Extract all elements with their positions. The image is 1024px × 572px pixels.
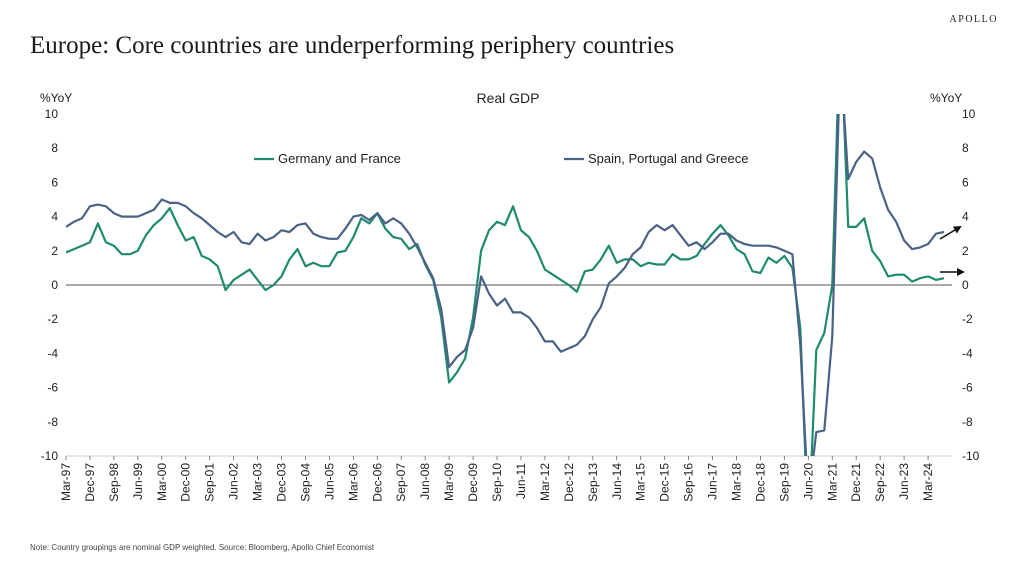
x-tick-label: Sep-04 <box>298 463 312 502</box>
y-tick-left: -4 <box>47 346 58 360</box>
x-tick-label: Sep-13 <box>586 463 600 502</box>
x-tick-label: Dec-03 <box>275 463 289 502</box>
y-tick-right: 0 <box>962 278 969 292</box>
page-title: Europe: Core countries are underperformi… <box>30 32 675 59</box>
x-tick-label: Dec-18 <box>753 463 767 502</box>
annotations <box>939 225 965 276</box>
x-tick-label: Sep-10 <box>490 463 504 502</box>
legend-label-0: Germany and France <box>278 151 401 166</box>
x-tick-label: Dec-15 <box>658 463 672 502</box>
y-axis-label-right: %YoY <box>930 91 962 105</box>
legend: Germany and France Spain, Portugal and Gr… <box>254 151 748 166</box>
y-tick-right: 10 <box>962 107 976 121</box>
y-tick-left: -2 <box>47 312 58 326</box>
x-tick-label: Mar-21 <box>825 463 839 501</box>
x-tick-label: Sep-98 <box>107 463 121 502</box>
x-tick-label: Mar-03 <box>251 463 265 501</box>
x-tick-label: Sep-16 <box>682 463 696 502</box>
y-tick-left: 10 <box>45 107 59 121</box>
x-tick-label: Jun-05 <box>322 463 336 500</box>
brand-logo: APOLLO <box>949 14 998 25</box>
y-tick-right: 4 <box>962 210 969 224</box>
chart-title: Real GDP <box>476 90 539 106</box>
x-tick-label: Mar-97 <box>59 463 73 501</box>
y-tick-right: -4 <box>962 346 973 360</box>
y-tick-right: 6 <box>962 175 969 189</box>
x-tick-label: Mar-06 <box>346 463 360 501</box>
y-tick-left: 8 <box>51 141 58 155</box>
y-tick-left: 2 <box>51 244 58 258</box>
x-tick-label: Dec-06 <box>370 463 384 502</box>
y-tick-left: 6 <box>51 175 58 189</box>
y-tick-left: 4 <box>51 210 58 224</box>
x-tick-label: Dec-00 <box>179 463 193 502</box>
x-tick-label: Mar-00 <box>155 463 169 501</box>
x-tick-label: Jun-14 <box>610 463 624 500</box>
x-tick-label: Jun-17 <box>706 463 720 500</box>
legend-label-1: Spain, Portugal and Greece <box>588 151 748 166</box>
x-tick-label: Sep-01 <box>203 463 217 502</box>
y-tick-left: -10 <box>41 449 59 463</box>
x-tick-label: Jun-02 <box>227 463 241 500</box>
axes: 10 108 86 64 42 20 0-2 -2-4 -4-6 -6-8 -8-10 -10Mar-… <box>41 107 980 502</box>
x-tick-label: Mar-09 <box>442 463 456 501</box>
x-tick-label: Dec-97 <box>83 463 97 502</box>
x-tick-label: Dec-12 <box>562 463 576 502</box>
x-tick-label: Sep-19 <box>777 463 791 502</box>
y-axis-label-left: %YoY <box>40 91 72 105</box>
x-tick-label: Mar-15 <box>634 463 648 501</box>
footnote: Note: Country groupings are nominal GDP … <box>30 543 375 552</box>
x-tick-label: Dec-09 <box>466 463 480 502</box>
series-line-1 <box>66 114 945 456</box>
x-tick-label: Jun-11 <box>514 463 528 499</box>
x-tick-label: Sep-07 <box>394 463 408 502</box>
x-tick-label: Mar-18 <box>729 463 743 501</box>
x-tick-label: Dec-21 <box>849 463 863 502</box>
y-tick-left: 0 <box>51 278 58 292</box>
x-tick-label: Mar-24 <box>921 463 935 501</box>
y-tick-right: 8 <box>962 141 969 155</box>
x-tick-label: Jun-08 <box>418 463 432 500</box>
y-tick-left: -6 <box>47 381 58 395</box>
y-tick-right: 2 <box>962 244 969 258</box>
y-tick-right: -8 <box>962 415 973 429</box>
y-tick-left: -8 <box>47 415 58 429</box>
y-tick-right: -2 <box>962 312 973 326</box>
x-tick-label: Mar-12 <box>538 463 552 501</box>
arrow-up-right <box>939 225 962 240</box>
x-tick-label: Jun-20 <box>801 463 815 500</box>
y-tick-right: -10 <box>962 449 980 463</box>
x-tick-label: Sep-22 <box>873 463 887 502</box>
x-tick-label: Jun-99 <box>131 463 145 500</box>
x-tick-label: Jun-23 <box>897 463 911 500</box>
y-tick-right: -6 <box>962 381 973 395</box>
series-layer <box>66 114 945 456</box>
